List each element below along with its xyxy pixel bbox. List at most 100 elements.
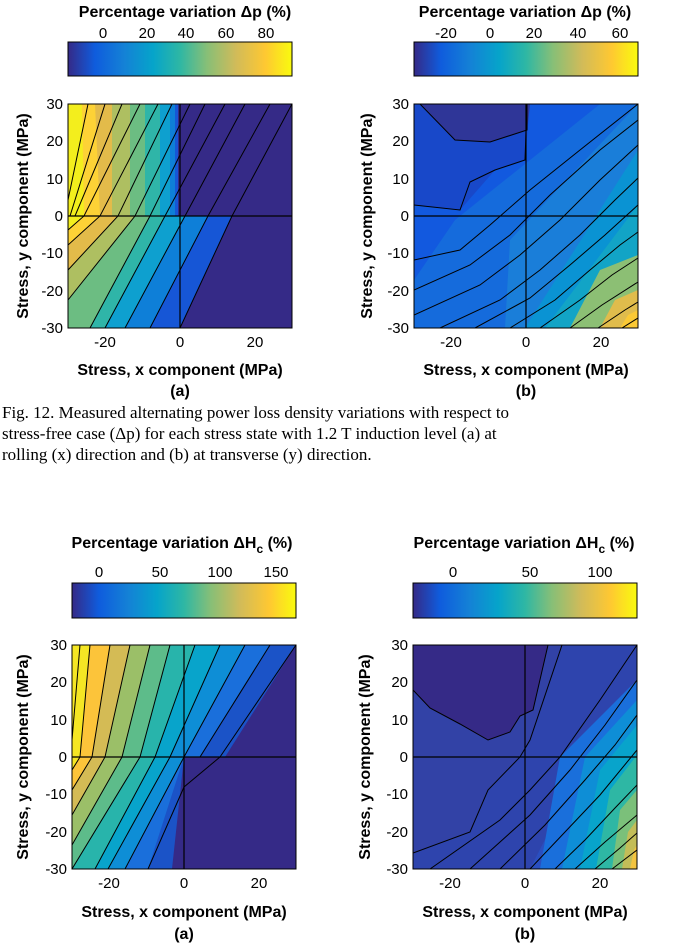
x-tick: 20 bbox=[247, 334, 264, 351]
y-tick: -30 bbox=[386, 861, 408, 878]
figure-caption: Fig. 12. Measured alternating power loss… bbox=[2, 402, 672, 465]
panel-label: (b) bbox=[516, 383, 536, 400]
colorbar-title-main: Percentage variation ΔH bbox=[414, 535, 599, 552]
y-tick: 30 bbox=[392, 96, 409, 113]
x-tick: -20 bbox=[94, 334, 116, 351]
y-axis-label: Stress, y component (MPa) bbox=[357, 654, 374, 859]
y-tick: 0 bbox=[55, 208, 63, 225]
colorbar-tick: 20 bbox=[526, 25, 543, 42]
colorbar bbox=[67, 41, 293, 77]
caption-line: stress-free case (Δp) for each stress st… bbox=[2, 424, 497, 443]
colorbar-tick: 40 bbox=[570, 25, 587, 42]
y-tick: 0 bbox=[59, 749, 67, 766]
colorbar-tick: 50 bbox=[152, 564, 169, 581]
colorbar-tick: 0 bbox=[99, 25, 107, 42]
x-ticklabels: -20 0 20 bbox=[94, 334, 263, 351]
x-tick: 0 bbox=[176, 334, 184, 351]
x-tick: 20 bbox=[251, 875, 268, 892]
y-tick: 10 bbox=[391, 712, 408, 729]
x-axis-label: Stress, x component (MPa) bbox=[77, 362, 282, 379]
colorbar-tick: 0 bbox=[449, 564, 457, 581]
x-tick: 20 bbox=[592, 875, 609, 892]
y-tick: 30 bbox=[46, 96, 63, 113]
y-tick: -10 bbox=[41, 245, 63, 262]
x-tick: -20 bbox=[98, 875, 120, 892]
colorbar-title-main: Percentage variation ΔH bbox=[72, 535, 257, 552]
y-tick: 10 bbox=[50, 712, 67, 729]
y-ticklabels: 30 20 10 0 -10 -20 -30 bbox=[386, 637, 408, 878]
colorbar-tick: 80 bbox=[258, 25, 275, 42]
x-axis-label: Stress, x component (MPa) bbox=[423, 362, 628, 379]
colorbar-tick: 0 bbox=[486, 25, 494, 42]
y-tick: 20 bbox=[50, 674, 67, 691]
x-tick: 0 bbox=[180, 875, 188, 892]
caption-line: Fig. 12. Measured alternating power loss… bbox=[2, 403, 510, 422]
colorbar bbox=[412, 582, 638, 619]
colorbar bbox=[413, 41, 639, 77]
y-tick: -30 bbox=[45, 861, 67, 878]
y-tick: 30 bbox=[391, 637, 408, 654]
colorbar-ticklabels: -20 0 20 40 60 bbox=[435, 25, 628, 42]
panel-label: (a) bbox=[170, 383, 190, 400]
y-tick: -10 bbox=[45, 786, 67, 803]
colorbar-tick: 100 bbox=[207, 564, 232, 581]
colorbar-tick: 0 bbox=[95, 564, 103, 581]
x-ticklabels: -20 0 20 bbox=[440, 334, 609, 351]
colorbar-title-subscript: c bbox=[256, 542, 263, 556]
colorbar-title-subscript: c bbox=[598, 542, 605, 556]
x-tick: -20 bbox=[440, 334, 462, 351]
colorbar-ticklabels: 0 20 40 60 80 bbox=[99, 25, 275, 42]
colorbar-title: Percentage variation Δp (%) bbox=[419, 4, 631, 21]
fig12-panel-a: Percentage variation Δp (%) 0 20 40 60 8… bbox=[15, 4, 293, 400]
x-axis-label: Stress, x component (MPa) bbox=[422, 904, 627, 921]
y-tick: 30 bbox=[50, 637, 67, 654]
colorbar-tick: 50 bbox=[522, 564, 539, 581]
y-tick: -20 bbox=[387, 283, 409, 300]
colorbar-ticklabels: 0 50 100 bbox=[449, 564, 613, 581]
colorbar bbox=[71, 582, 297, 619]
colorbar-tick: 60 bbox=[612, 25, 629, 42]
x-ticklabels: -20 0 20 bbox=[439, 875, 608, 892]
y-ticklabels: 30 20 10 0 -10 -20 -30 bbox=[387, 96, 409, 337]
x-tick: 20 bbox=[593, 334, 610, 351]
y-tick: -30 bbox=[41, 320, 63, 337]
colorbar-ticklabels: 0 50 100 150 bbox=[95, 564, 289, 581]
colorbar-tick: 100 bbox=[587, 564, 612, 581]
caption-line: rolling (x) direction and (b) at transve… bbox=[2, 445, 372, 464]
colorbar-title-suffix: (%) bbox=[605, 535, 634, 552]
y-tick: -10 bbox=[386, 786, 408, 803]
y-tick: -20 bbox=[386, 824, 408, 841]
y-axis-label: Stress, y component (MPa) bbox=[15, 113, 32, 318]
fig13-panel-b: Percentage variation ΔHc (%) 0 50 100 bbox=[357, 535, 638, 943]
y-tick: -20 bbox=[41, 283, 63, 300]
x-tick: -20 bbox=[439, 875, 461, 892]
y-tick: 20 bbox=[391, 674, 408, 691]
contour-lines bbox=[413, 645, 637, 869]
y-axis-label: Stress, y component (MPa) bbox=[359, 113, 376, 318]
panel-label: (a) bbox=[174, 926, 194, 943]
x-tick: 0 bbox=[522, 334, 530, 351]
y-tick: 20 bbox=[46, 133, 63, 150]
colorbar-tick: -20 bbox=[435, 25, 457, 42]
x-tick: 0 bbox=[521, 875, 529, 892]
colorbar-title: Percentage variation ΔHc (%) bbox=[72, 535, 293, 556]
colorbar-title: Percentage variation ΔHc (%) bbox=[414, 535, 635, 556]
fig12-panel-b: Percentage variation Δp (%) -20 0 20 40 … bbox=[359, 4, 639, 400]
colorbar-title: Percentage variation Δp (%) bbox=[79, 4, 291, 21]
y-tick: 10 bbox=[46, 171, 63, 188]
contour-lines bbox=[414, 104, 638, 328]
y-tick: 10 bbox=[392, 171, 409, 188]
y-tick: 0 bbox=[401, 208, 409, 225]
y-tick: 20 bbox=[392, 133, 409, 150]
y-ticklabels: 30 20 10 0 -10 -20 -30 bbox=[41, 96, 63, 337]
y-tick: -10 bbox=[387, 245, 409, 262]
x-ticklabels: -20 0 20 bbox=[98, 875, 267, 892]
y-tick: -20 bbox=[45, 824, 67, 841]
fig13-panel-a: Percentage variation ΔHc (%) 0 50 100 15… bbox=[15, 535, 297, 943]
colorbar-tick: 150 bbox=[263, 564, 288, 581]
colorbar-tick: 40 bbox=[178, 25, 195, 42]
colorbar-tick: 60 bbox=[218, 25, 235, 42]
y-axis-label: Stress, y component (MPa) bbox=[15, 654, 32, 859]
x-axis-label: Stress, x component (MPa) bbox=[81, 904, 286, 921]
